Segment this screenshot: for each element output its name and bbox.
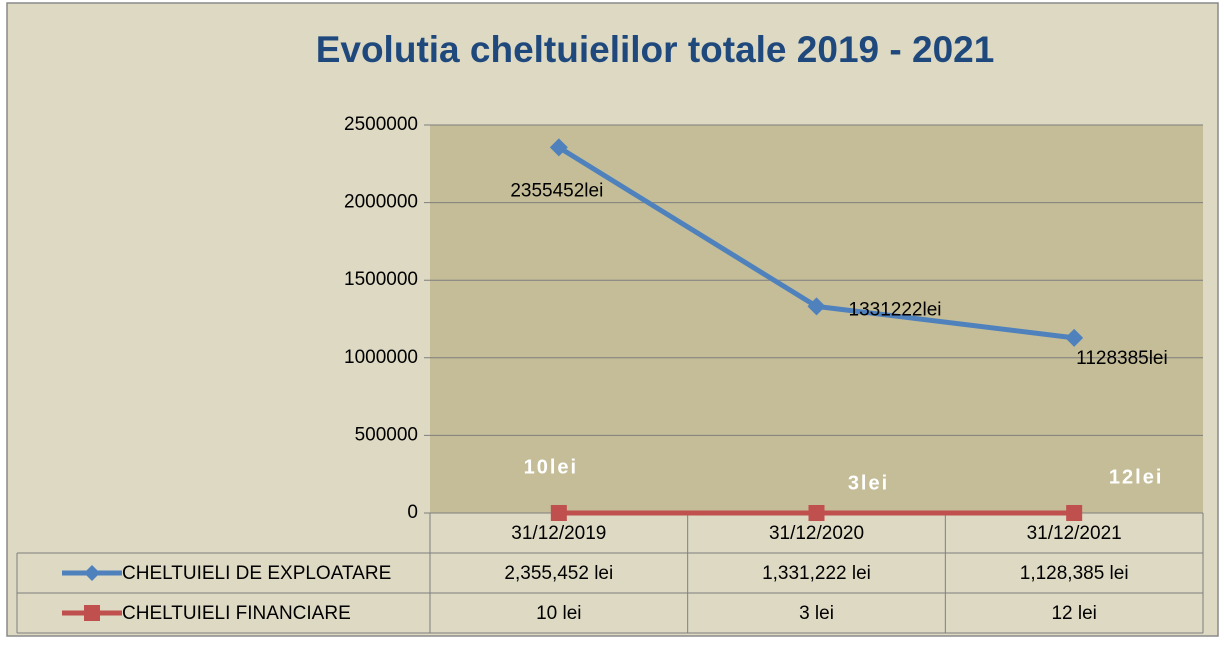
legend-label: CHELTUIELI FINANCIARE [122,603,351,624]
legend-marker [84,605,100,621]
table-cell: 1,128,385 lei [1020,563,1129,584]
marker [809,505,825,521]
data-label: 10lei [524,456,578,478]
y-tick-label: 1000000 [344,347,418,368]
marker [1066,505,1082,521]
x-tick-label: 31/12/2021 [1027,523,1122,544]
y-tick-label: 2500000 [344,114,418,135]
table-cell: 3 lei [799,603,834,624]
data-label: 12lei [1109,466,1163,488]
table-cell: 2,355,452 lei [504,563,613,584]
table-cell: 1,331,222 lei [762,563,871,584]
table-cell: 10 lei [536,603,581,624]
y-tick-label: 1500000 [344,269,418,290]
x-tick-label: 31/12/2020 [769,523,864,544]
x-tick-label: 31/12/2019 [511,523,606,544]
data-label: 1331222lei [849,299,942,320]
y-tick-label: 0 [407,502,418,523]
y-tick-label: 2000000 [344,192,418,213]
marker [551,505,567,521]
data-label: 2355452lei [510,180,603,201]
data-label: 3lei [848,472,889,494]
data-label: 1128385lei [1076,348,1168,369]
table-cell: 12 lei [1051,603,1096,624]
legend-label: CHELTUIELI DE EXPLOATARE [122,563,391,584]
chart-title: Evolutia cheltuielilor totale 2019 - 202… [316,29,995,70]
y-tick-label: 500000 [355,424,418,445]
